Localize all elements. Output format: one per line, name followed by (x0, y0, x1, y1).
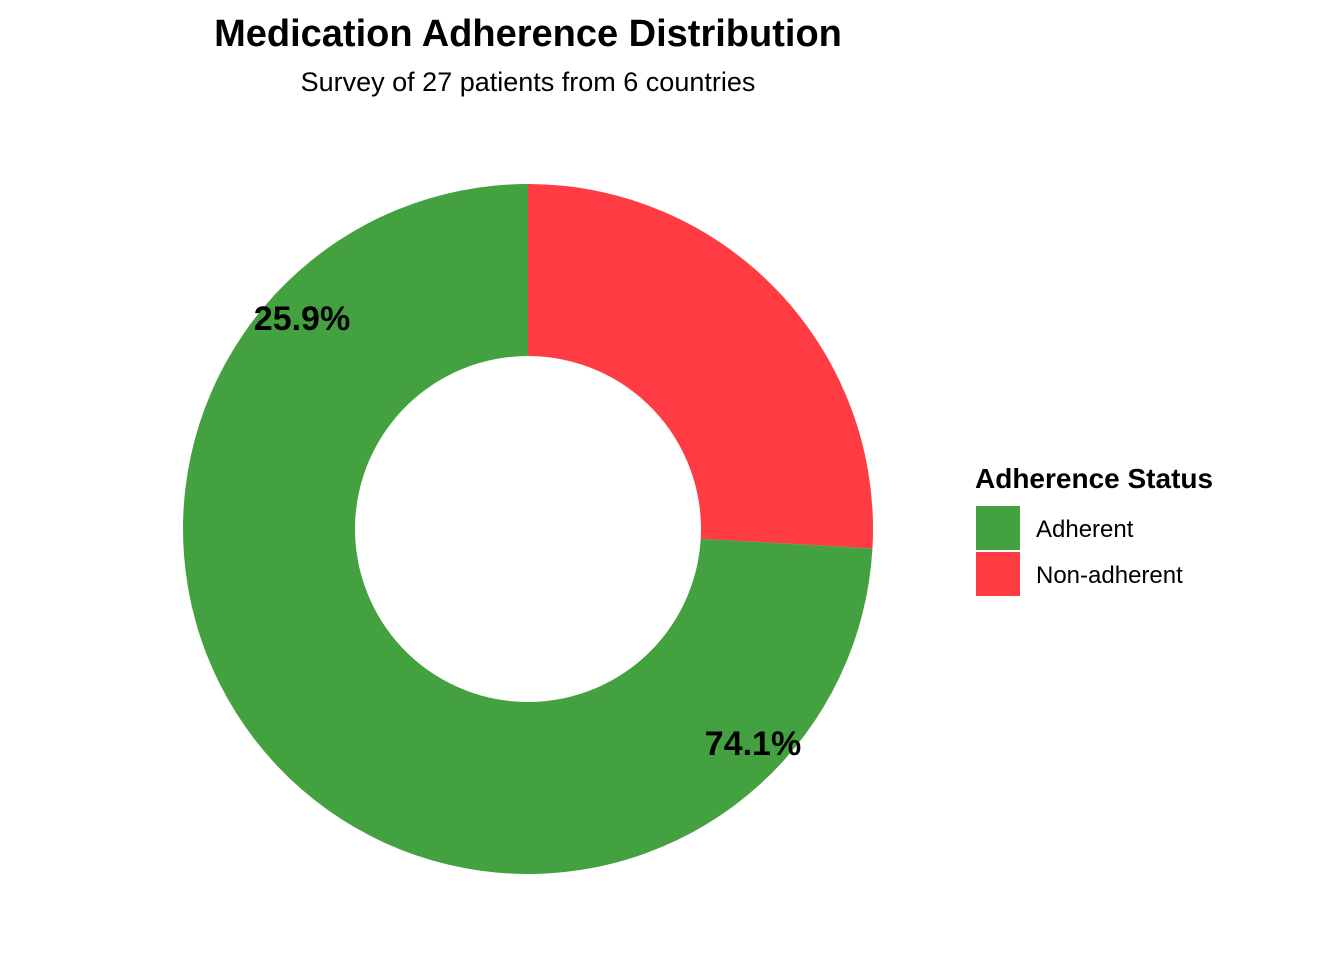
chart-title: Medication Adherence Distribution (214, 13, 842, 55)
chart-subtitle: Survey of 27 patients from 6 countries (301, 67, 756, 97)
slice-label-non-adherent: 25.9% (254, 300, 350, 338)
legend-title: Adherence Status (975, 463, 1213, 494)
legend-swatch-adherent (976, 506, 1020, 550)
slice-non-adherent (528, 184, 873, 549)
legend-label-non-adherent: Non-adherent (1036, 562, 1183, 589)
donut-slices (183, 184, 873, 875)
legend-swatch-non-adherent (976, 552, 1020, 596)
slice-labels: 25.9% 74.1% (254, 300, 801, 763)
slice-label-adherent: 74.1% (705, 725, 801, 763)
legend: Adherence Status Adherent Non-adherent (975, 463, 1213, 596)
slice-adherent (183, 184, 873, 875)
legend-label-adherent: Adherent (1036, 516, 1134, 543)
